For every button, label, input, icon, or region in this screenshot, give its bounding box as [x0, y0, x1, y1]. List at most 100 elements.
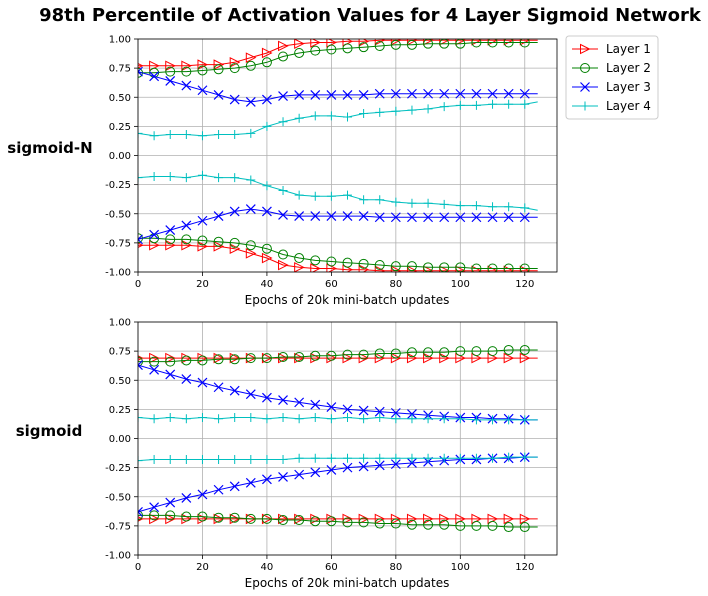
data-point-layer-4-upper [165, 130, 175, 140]
data-point-layer-4-lower [262, 181, 272, 191]
data-point-layer-4-upper [197, 413, 207, 423]
data-point-layer-3-lower [439, 212, 450, 223]
data-point-layer-3-lower [294, 211, 305, 222]
data-point-layer-4-lower [310, 453, 320, 463]
data-point-layer-2-lower [245, 513, 256, 524]
data-point-layer-3-upper [310, 89, 321, 100]
data-point-layer-1-upper [423, 39, 434, 46]
data-point-layer-3-lower [455, 212, 466, 223]
data-point-layer-4-lower [471, 453, 481, 463]
data-point-layer-2-upper [245, 60, 256, 71]
data-point-layer-2-lower [503, 522, 514, 533]
series-line-layer-3-upper [138, 71, 538, 103]
data-point-layer-3-upper [138, 66, 143, 77]
data-point-layer-3-lower [407, 212, 417, 223]
data-point-layer-2-upper [342, 349, 353, 360]
data-point-layer-2-upper [374, 348, 385, 359]
data-point-layer-2-upper [278, 351, 289, 362]
data-point-layer-3-upper [326, 402, 337, 412]
data-point-layer-3-lower [294, 469, 305, 480]
x-tick-label: 100 [451, 279, 470, 290]
data-point-layer-2-upper [149, 356, 160, 367]
data-point-layer-3-lower [342, 462, 353, 473]
data-point-layer-2-upper [342, 43, 353, 54]
data-point-layer-4-lower [165, 171, 175, 181]
data-point-layer-1-upper [390, 352, 402, 364]
data-point-layer-1-upper [294, 39, 305, 49]
x-tick-label: 80 [389, 279, 402, 290]
data-point-layer-2-upper [503, 39, 514, 48]
data-point-layer-2-lower [278, 249, 289, 260]
data-point-layer-2-upper [229, 63, 240, 74]
data-point-layer-3-lower [503, 212, 514, 223]
data-point-layer-4-upper [138, 413, 143, 423]
data-point-layer-3-upper [197, 377, 208, 388]
data-point-layer-4-upper [407, 414, 417, 424]
data-point-layer-4-lower [520, 452, 530, 462]
x-tick-label: 0 [135, 562, 141, 573]
axes-frame [137, 321, 558, 556]
y-tick-label: 1.00 [109, 35, 131, 46]
legend-marker-layer-2 [580, 63, 590, 73]
data-point-layer-3-upper [455, 88, 466, 99]
x-tick-label: 20 [196, 279, 209, 290]
data-point-layer-2-upper [406, 39, 417, 50]
data-point-layer-1-upper [261, 47, 273, 59]
data-point-layer-3-upper [471, 88, 482, 99]
data-point-layer-4-upper [359, 414, 369, 424]
data-point-layer-3-lower [358, 461, 369, 472]
data-point-layer-2-lower [181, 234, 192, 245]
data-point-layer-3-lower [197, 489, 208, 500]
data-point-layer-1-upper [278, 40, 289, 52]
data-point-layer-4-upper [504, 99, 514, 109]
data-point-layer-3-lower [213, 211, 224, 222]
data-point-layer-2-lower [390, 261, 401, 272]
axes-frame [137, 38, 558, 273]
data-point-layer-3-lower [245, 204, 256, 215]
data-point-layer-3-upper [390, 407, 401, 418]
data-point-layer-2-upper [406, 347, 417, 358]
data-point-layer-4-lower [520, 203, 530, 213]
data-point-layer-2-upper [310, 350, 321, 361]
data-point-layer-1-upper [406, 352, 418, 364]
data-point-layer-4-upper [423, 414, 433, 424]
data-point-layer-3-lower [149, 502, 160, 513]
data-point-layer-3-lower [310, 211, 321, 222]
data-point-layer-3-upper [278, 91, 288, 102]
data-point-layer-2-lower [165, 234, 176, 245]
data-point-layer-4-upper [455, 414, 465, 424]
data-point-layer-4-lower [407, 198, 417, 208]
data-point-layer-3-lower [165, 225, 176, 235]
data-point-layer-4-upper [520, 99, 530, 109]
data-point-layer-2-upper [278, 51, 289, 62]
data-point-layer-1-lower [423, 265, 434, 272]
data-point-layer-2-lower [487, 263, 498, 272]
data-point-layer-2-upper [455, 346, 466, 357]
data-point-layer-3-upper [149, 364, 160, 375]
data-point-layer-4-upper [278, 413, 288, 423]
y-tick-label: 0.25 [109, 405, 131, 416]
data-point-layer-4-upper [310, 111, 320, 121]
series-line-layer-3-upper [138, 364, 538, 421]
data-point-layer-3-lower [261, 474, 272, 485]
data-point-layer-3-upper [149, 71, 160, 82]
data-point-layer-2-lower [342, 257, 353, 268]
data-point-layer-2-upper [138, 356, 143, 367]
data-point-layer-4-upper [326, 111, 336, 121]
data-point-layer-2-upper [165, 356, 176, 367]
data-point-layer-4-lower [214, 173, 224, 183]
data-point-layer-4-lower [439, 199, 449, 209]
legend: Layer 1 Layer 2 Layer 3 Layer 4 [565, 35, 659, 120]
data-point-layer-4-upper [504, 415, 514, 425]
chart-panel-sigmoid: -1.00 -0.75 -0.50 -0.25 0.00 0.25 0.50 0.75 1.00… [105, 318, 558, 573]
data-point-layer-2-upper [519, 344, 530, 355]
data-point-layer-4-upper [230, 413, 240, 423]
data-point-layer-2-lower [439, 519, 450, 530]
series-line-layer-1-lower [138, 244, 538, 272]
data-point-layer-4-upper [343, 413, 352, 423]
data-point-layer-2-upper [294, 47, 305, 58]
series-line-layer-2-lower [138, 514, 538, 528]
data-point-layer-4-lower [214, 454, 224, 464]
data-point-layer-1-lower [406, 513, 418, 525]
